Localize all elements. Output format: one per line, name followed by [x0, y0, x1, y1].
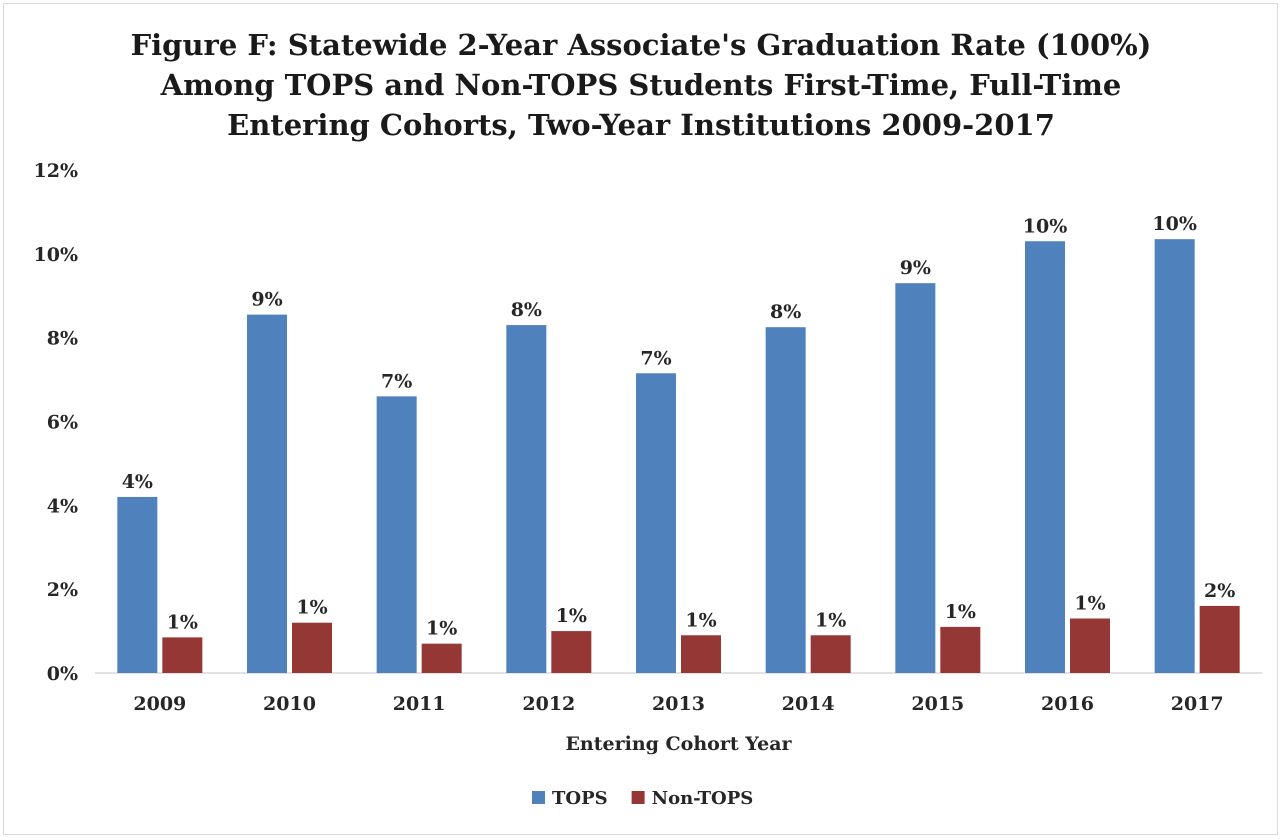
bar-tops	[1025, 241, 1065, 673]
x-tick-label: 2016	[1041, 693, 1094, 715]
data-label: 1%	[426, 618, 457, 640]
bar-non-tops	[1199, 605, 1240, 673]
y-tick-label: 10%	[34, 244, 79, 266]
data-label: 1%	[815, 609, 846, 631]
data-label: 1%	[685, 609, 716, 631]
bar-non-tops	[1070, 618, 1110, 673]
legend-swatch	[631, 791, 645, 804]
legend: TOPS Non-TOPS	[532, 788, 753, 809]
y-tick-label: 6%	[47, 412, 78, 434]
data-label: 9%	[900, 257, 931, 279]
x-tick-label: 2010	[263, 693, 316, 715]
bar-tops	[506, 325, 547, 673]
chart-title: Figure F: Statewide 2-Year Associate's G…	[131, 28, 1152, 142]
y-tick-label: 2%	[47, 579, 78, 601]
data-label: 10%	[1023, 215, 1068, 237]
data-label: 8%	[770, 301, 801, 323]
data-label: 7%	[640, 347, 671, 369]
x-axis: 2009 2010 2011 2012 2013 2014 2015 2016 2017	[133, 693, 1223, 715]
data-label: 4%	[122, 471, 153, 493]
data-label: 7%	[381, 370, 412, 392]
y-tick-label: 4%	[47, 495, 78, 517]
x-tick-label: 2013	[652, 693, 705, 715]
bar-non-tops	[162, 637, 203, 673]
bar-non-tops	[421, 643, 462, 673]
bar-non-tops	[681, 635, 721, 673]
x-tick-label: 2017	[1171, 693, 1224, 715]
bar-tops	[376, 396, 417, 673]
x-tick-label: 2009	[133, 693, 186, 715]
data-label: 1%	[945, 601, 976, 623]
chart-title-line: Figure F: Statewide 2-Year Associate's G…	[131, 28, 1152, 62]
chart-title-line: Entering Cohorts, Two-Year Institutions …	[227, 108, 1055, 142]
legend-swatch	[532, 791, 545, 804]
y-tick-label: 0%	[47, 663, 78, 685]
bars: 4% 1% 9% 1% 7% 1% 8% 1% 7% 1% 8% 1% 9% 1% 10% 1% 10% 2%	[117, 213, 1240, 673]
x-tick-label: 2014	[782, 693, 835, 715]
bar-tops	[1154, 239, 1195, 673]
x-tick-label: 2011	[393, 693, 446, 715]
x-tick-label: 2012	[522, 693, 575, 715]
data-label: 1%	[1074, 593, 1105, 615]
chart-title-line: Among TOPS and Non-TOPS Students First-T…	[160, 68, 1122, 102]
data-label: 9%	[251, 289, 282, 311]
data-label: 1%	[167, 611, 198, 633]
bar-tops	[765, 327, 806, 673]
x-tick-label: 2015	[911, 693, 964, 715]
bar-tops	[636, 373, 676, 673]
data-label: 1%	[556, 605, 587, 627]
legend-label: Non-TOPS	[652, 788, 754, 809]
y-axis: 0% 2% 4% 6% 8% 10% 12%	[34, 160, 79, 685]
bar-tops	[117, 496, 158, 673]
bar-non-tops	[292, 622, 332, 673]
data-label: 2%	[1204, 580, 1235, 602]
data-label: 1%	[296, 597, 327, 619]
bar-tops	[247, 314, 287, 673]
data-label: 10%	[1152, 213, 1197, 235]
bar-non-tops	[940, 626, 981, 673]
y-tick-label: 12%	[34, 160, 79, 182]
y-tick-label: 8%	[47, 328, 78, 350]
data-label: 8%	[511, 299, 542, 321]
bar-tops	[895, 283, 936, 673]
bar-non-tops	[810, 635, 851, 673]
bar-non-tops	[551, 631, 592, 673]
x-axis-label: Entering Cohort Year	[565, 733, 792, 755]
legend-label: TOPS	[552, 788, 608, 809]
